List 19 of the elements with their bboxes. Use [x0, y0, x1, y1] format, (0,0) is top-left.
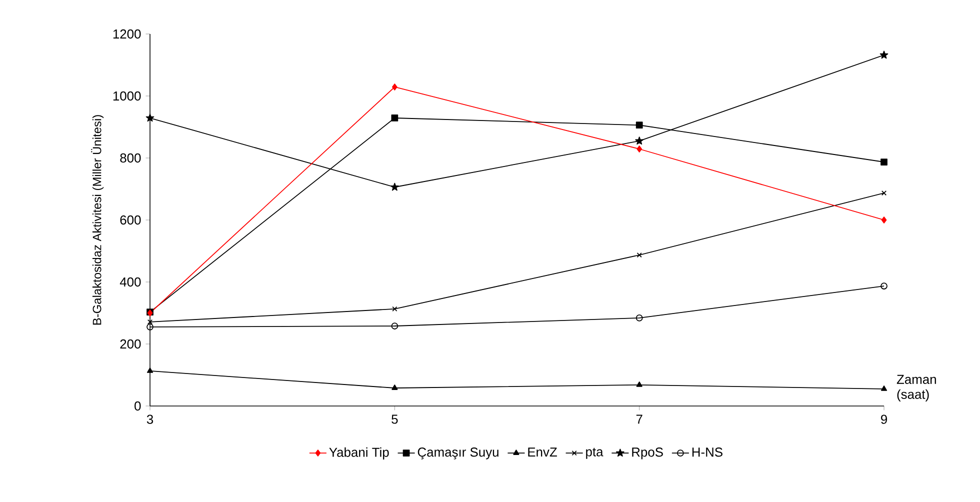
- x-tick-label: 9: [881, 414, 888, 424]
- legend-label: EnvZ: [528, 448, 557, 457]
- legend-label: pta: [586, 448, 604, 459]
- legend-label: Yabani Tip: [329, 447, 389, 460]
- y-axis-title: B-Galaktosidaz Aktivitesi (Miller Ünitesi): [91, 115, 104, 325]
- y-tick-label: 1000: [113, 91, 141, 101]
- x-axis-title: Zaman (saat): [896, 374, 936, 402]
- x-tick-label: 7: [636, 414, 642, 424]
- y-tick-label: 0: [134, 401, 141, 411]
- y-tick-label: 200: [120, 339, 141, 349]
- legend-label: RpoS: [632, 448, 663, 460]
- y-tick-label: 400: [120, 277, 141, 287]
- x-tick-label: 5: [392, 414, 398, 424]
- y-tick-label: 1200: [113, 29, 141, 39]
- y-tick-label: 600: [120, 215, 141, 225]
- legend-label: H-NS: [692, 448, 722, 457]
- y-tick-label: 800: [120, 153, 141, 163]
- x-tick-label: 3: [146, 414, 154, 424]
- legend-label: Çamaşır Suyu: [418, 448, 498, 460]
